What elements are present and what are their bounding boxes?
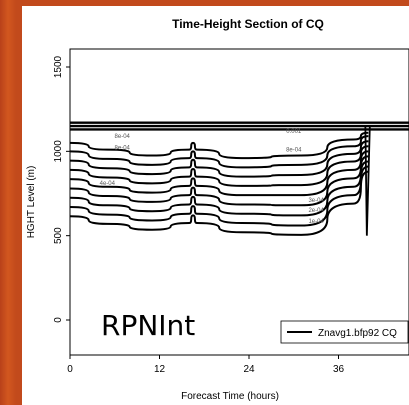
- contour-line: [70, 170, 369, 236]
- chart-title: Time-Height Section of CQ: [172, 17, 324, 31]
- x-tick-label: 12: [154, 364, 166, 375]
- spike-line: [364, 126, 371, 236]
- contour-label: 3e-04: [308, 198, 324, 204]
- contour-label: 4e-04: [100, 181, 116, 187]
- contour-label: 8e-04: [115, 134, 131, 140]
- x-tick-label: 0: [67, 364, 73, 375]
- contour-label: 2e-04: [308, 208, 324, 214]
- contour-line: [70, 140, 369, 178]
- contour-line: [70, 155, 369, 207]
- rpnint-watermark: RPNInt: [101, 309, 195, 342]
- contour-label: 0.001: [286, 129, 302, 135]
- legend-label: Znavg1.bfp92 CQ: [318, 328, 397, 339]
- contour-line: [70, 160, 369, 217]
- y-tick-label: 1500: [53, 55, 64, 78]
- contour-line: [70, 145, 369, 187]
- contour-lines: [70, 121, 409, 236]
- legend: Znavg1.bfp92 CQ: [280, 320, 409, 344]
- y-tick-label: 500: [53, 227, 64, 244]
- contour-label: 1e-04: [308, 219, 324, 225]
- contour-label: 8e-04: [286, 147, 302, 153]
- y-axis-label: HGHT Level (m): [26, 166, 37, 239]
- axis-ticks: 012243648050010001500: [53, 55, 345, 375]
- plot-frame: [69, 48, 409, 356]
- contour-line: [70, 165, 369, 227]
- x-tick-label: 36: [333, 364, 345, 375]
- y-tick-label: 1000: [53, 140, 64, 163]
- contour-line: [70, 150, 369, 197]
- x-axis-label: Forecast Time (hours): [181, 391, 279, 402]
- contour-label: 8e-04: [115, 146, 131, 152]
- contour-chart: Time-Height Section of CQ 01224364805001…: [26, 17, 409, 402]
- x-tick-label: 24: [243, 364, 255, 375]
- contour-labels: 8e-04 8e-04 0.001 8e-04 4e-04 3e-04 2e-04 1e-04: [100, 129, 325, 225]
- chart-panel: Time-Height Section of CQ 01224364805001…: [22, 6, 409, 405]
- legend-box: [280, 320, 409, 344]
- contour-line: [70, 131, 369, 160]
- contour-line: [70, 135, 369, 169]
- y-tick-label: 0: [53, 317, 64, 323]
